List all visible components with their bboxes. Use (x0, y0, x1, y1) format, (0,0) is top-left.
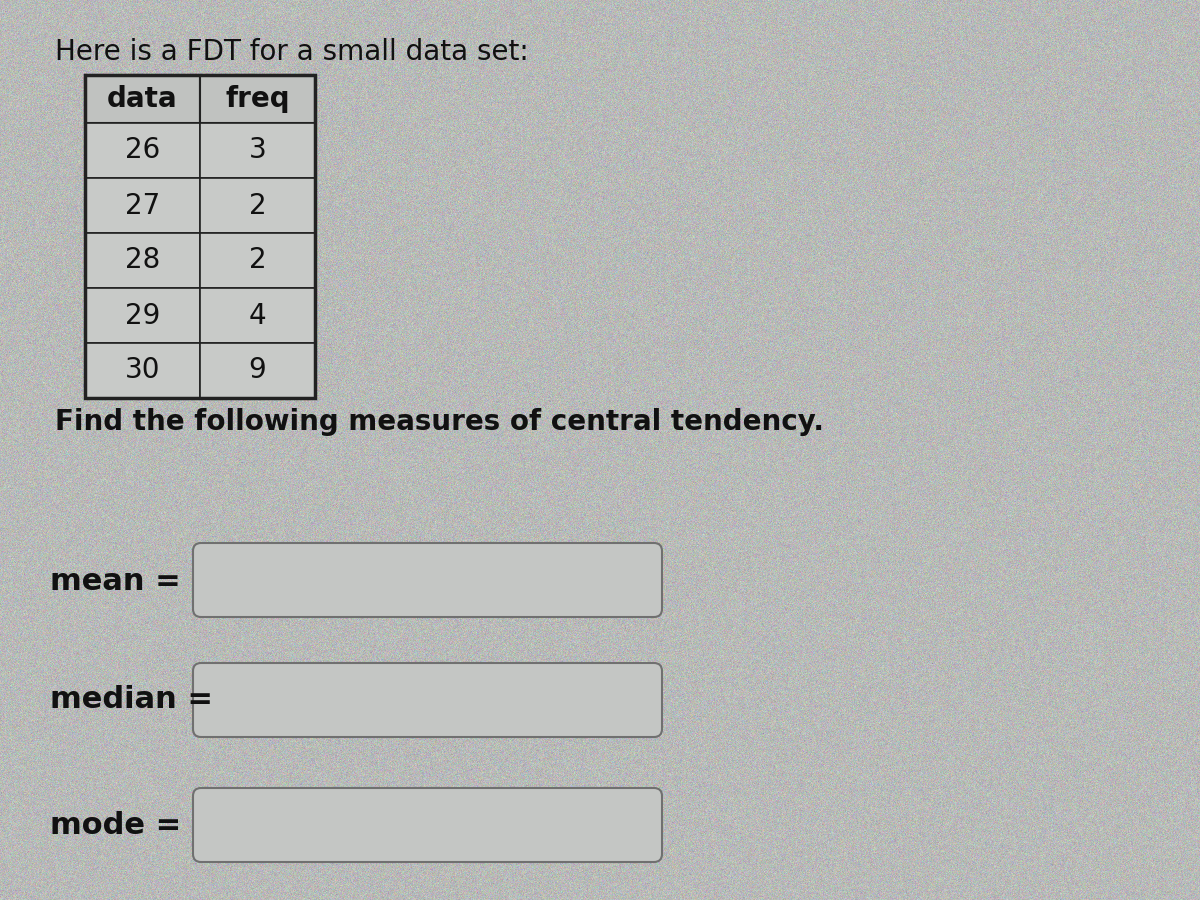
Bar (85, 178, 200, 233)
Text: 9: 9 (248, 356, 266, 384)
FancyBboxPatch shape (193, 788, 662, 862)
Bar (200, 178, 314, 233)
Text: 29: 29 (125, 302, 160, 329)
Text: freq: freq (226, 85, 290, 113)
Text: data: data (107, 85, 178, 113)
Text: 26: 26 (125, 137, 160, 165)
Text: 2: 2 (248, 247, 266, 274)
Text: 28: 28 (125, 247, 160, 274)
Bar (85, 343, 200, 398)
Bar (85, 75, 200, 123)
Text: 2: 2 (248, 192, 266, 220)
Text: Here is a FDT for a small data set:: Here is a FDT for a small data set: (55, 38, 529, 66)
Text: median =: median = (50, 686, 214, 715)
Bar (200, 343, 314, 398)
Bar (200, 75, 314, 123)
Bar (200, 123, 314, 178)
Text: mean =: mean = (50, 568, 181, 597)
Text: 27: 27 (125, 192, 160, 220)
Text: 4: 4 (248, 302, 266, 329)
Bar (85, 75, 314, 398)
Bar (200, 288, 314, 343)
Bar (85, 288, 200, 343)
Bar (200, 233, 314, 288)
Text: mode =: mode = (50, 811, 181, 840)
Text: 30: 30 (125, 356, 161, 384)
FancyBboxPatch shape (193, 663, 662, 737)
Bar (85, 233, 200, 288)
FancyBboxPatch shape (193, 543, 662, 617)
Text: Find the following measures of central tendency.: Find the following measures of central t… (55, 408, 824, 436)
Bar (85, 123, 200, 178)
Text: 3: 3 (248, 137, 266, 165)
